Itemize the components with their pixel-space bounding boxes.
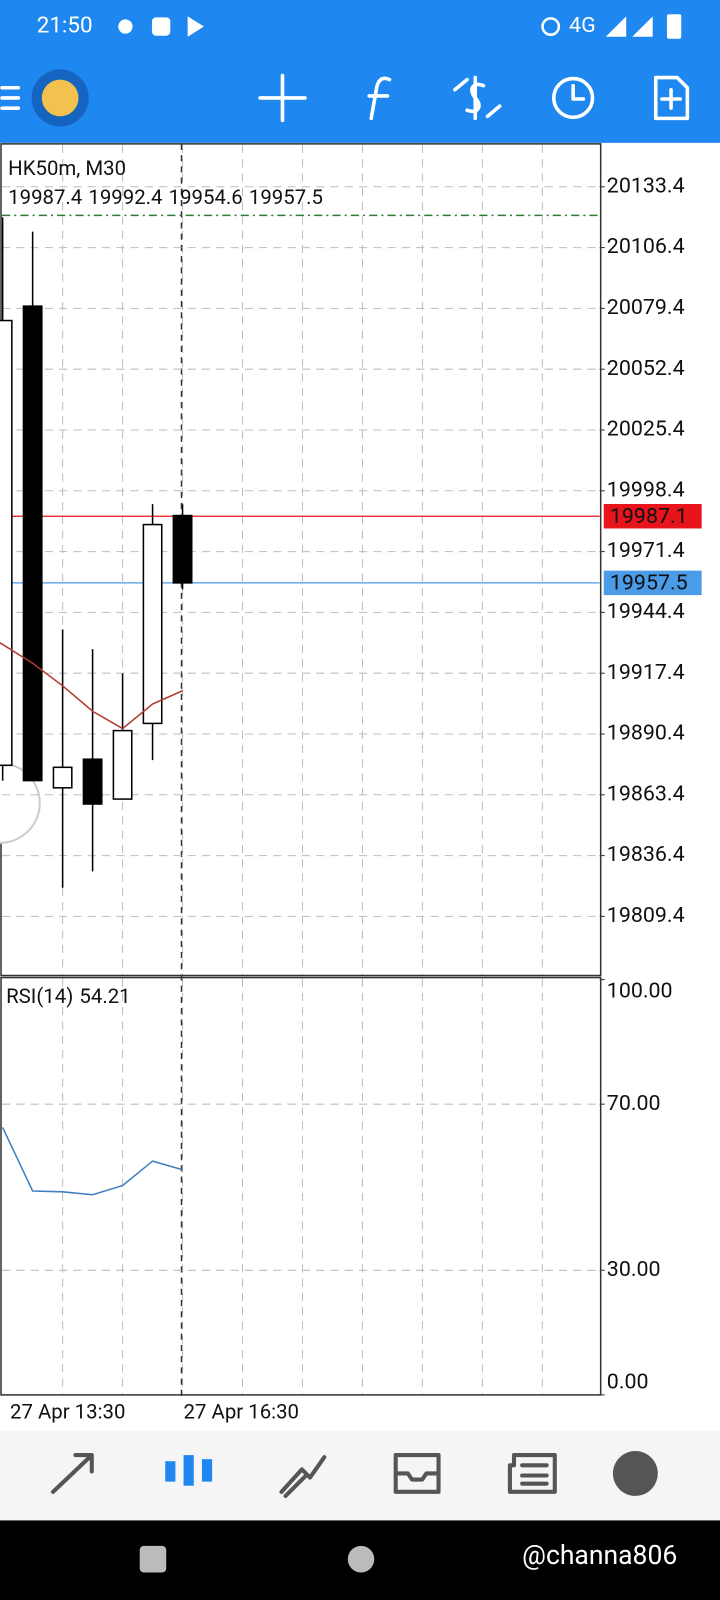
price-chart-title: HK50m, M30 bbox=[8, 156, 126, 180]
ohlc-open: 19987.4 bbox=[8, 185, 82, 209]
y-tick-label: 19809.4 bbox=[607, 903, 685, 928]
vertical-grid bbox=[62, 144, 543, 1394]
home-button[interactable] bbox=[347, 1545, 375, 1573]
candle-body bbox=[112, 729, 133, 800]
y-tick-label: 19890.4 bbox=[607, 721, 685, 746]
ohlc-readout: 19987.4 19992.4 19954.6 19957.5 bbox=[8, 185, 323, 209]
price-tag bbox=[603, 570, 702, 596]
timeframe-button[interactable] bbox=[551, 76, 595, 120]
messages-tab[interactable] bbox=[612, 1451, 658, 1496]
price-tag-label: 19957.5 bbox=[610, 571, 688, 596]
y-tick-label: 20133.4 bbox=[607, 173, 685, 198]
rsi-title: RSI(14) 54.21 bbox=[6, 984, 131, 1008]
rsi-line bbox=[1, 1127, 183, 1196]
indicators-button[interactable] bbox=[367, 76, 392, 121]
candle-body bbox=[172, 514, 193, 584]
moving-average bbox=[0, 642, 183, 730]
status-time: 21:50 bbox=[37, 12, 93, 38]
price-tag-label: 19987.1 bbox=[610, 504, 688, 529]
timeframe-hands bbox=[571, 83, 586, 101]
status-icon bbox=[187, 16, 204, 37]
news-tab[interactable] bbox=[507, 1453, 557, 1494]
quotes-tab[interactable] bbox=[50, 1453, 94, 1494]
y-tick-label: 19971.4 bbox=[607, 538, 685, 563]
x-tick-label: 27 Apr 16:30 bbox=[184, 1400, 299, 1424]
y-tick-label: 19917.4 bbox=[607, 660, 685, 685]
y-tick-label: 30.00 bbox=[607, 1257, 661, 1282]
rsi-panel bbox=[0, 976, 602, 1396]
y-tick-label: 0.00 bbox=[607, 1369, 649, 1394]
watermark: @channa806 bbox=[522, 1540, 677, 1571]
chart-tab[interactable] bbox=[165, 1455, 213, 1486]
candle-body bbox=[82, 758, 103, 805]
status-icon bbox=[541, 17, 561, 36]
x-tick-label: 27 Apr 13:30 bbox=[10, 1400, 125, 1424]
candle-body bbox=[0, 319, 13, 767]
ohlc-high: 19992.4 bbox=[88, 185, 162, 209]
y-tick-label: 100.00 bbox=[607, 978, 673, 1003]
status-signal bbox=[605, 16, 653, 37]
rsi-value: 54.21 bbox=[79, 984, 130, 1008]
candle-body bbox=[142, 523, 163, 725]
y-tick-label: 19998.4 bbox=[607, 477, 685, 502]
recents-button[interactable] bbox=[139, 1545, 167, 1573]
price-tag bbox=[603, 503, 702, 529]
status-battery bbox=[666, 14, 682, 39]
crosshair-button[interactable] bbox=[258, 73, 307, 123]
bottom-nav bbox=[0, 1430, 720, 1521]
y-tick-label: 19863.4 bbox=[607, 781, 685, 806]
ohlc-close: 19957.5 bbox=[249, 185, 323, 209]
trade-tab[interactable] bbox=[279, 1455, 327, 1498]
y-tick-label: 20106.4 bbox=[607, 234, 685, 259]
y-tick-label: 20052.4 bbox=[607, 356, 685, 381]
side-drawer-handle[interactable] bbox=[0, 762, 41, 844]
status-network: 4G bbox=[569, 13, 596, 38]
ohlc-low: 19954.6 bbox=[169, 185, 243, 209]
y-tick-label: 20025.4 bbox=[607, 417, 685, 442]
status-icon bbox=[118, 19, 133, 34]
y-tick-label: 20079.4 bbox=[607, 295, 685, 320]
app-bar bbox=[0, 0, 720, 143]
status-icon bbox=[151, 17, 171, 36]
menu-button[interactable] bbox=[0, 85, 21, 110]
rsi-name: RSI(14) bbox=[6, 984, 73, 1008]
candle-body bbox=[52, 766, 73, 789]
y-tick-label: 70.00 bbox=[607, 1091, 661, 1116]
price-panel bbox=[0, 143, 602, 977]
candle-body bbox=[22, 305, 43, 782]
new-order-button[interactable] bbox=[653, 75, 690, 121]
trade-button[interactable] bbox=[453, 75, 502, 121]
y-tick-label: 19836.4 bbox=[607, 842, 685, 867]
app-logo bbox=[41, 79, 79, 117]
history-tab[interactable] bbox=[393, 1453, 441, 1494]
y-tick-label: 19944.4 bbox=[607, 599, 685, 624]
